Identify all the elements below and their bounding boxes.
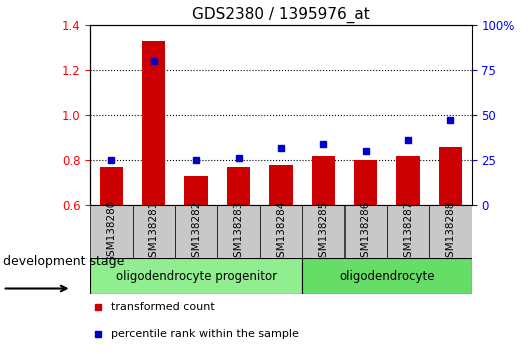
Bar: [269, 165, 293, 205]
Text: transformed count: transformed count: [111, 302, 215, 312]
Bar: [142, 41, 165, 205]
Bar: [132, 205, 175, 258]
Bar: [439, 147, 462, 205]
Bar: [90, 205, 132, 258]
Text: GSM138286: GSM138286: [361, 200, 370, 264]
Bar: [429, 205, 472, 258]
Text: oligodendrocyte: oligodendrocyte: [339, 270, 435, 282]
Bar: [302, 205, 344, 258]
Title: GDS2380 / 1395976_at: GDS2380 / 1395976_at: [192, 7, 370, 23]
Bar: [396, 156, 420, 205]
Bar: [217, 205, 260, 258]
Bar: [100, 167, 123, 205]
Text: GSM138288: GSM138288: [446, 200, 455, 264]
Bar: [344, 205, 387, 258]
Text: GSM138284: GSM138284: [276, 200, 286, 264]
Text: GSM138280: GSM138280: [107, 200, 116, 263]
Text: oligodendrocyte progenitor: oligodendrocyte progenitor: [116, 270, 277, 282]
Bar: [387, 205, 429, 258]
Text: percentile rank within the sample: percentile rank within the sample: [111, 329, 299, 339]
Bar: [260, 205, 302, 258]
Bar: [312, 156, 335, 205]
Bar: [354, 160, 377, 205]
Bar: [227, 167, 250, 205]
Text: GSM138282: GSM138282: [191, 200, 201, 264]
Text: GSM138283: GSM138283: [234, 200, 243, 264]
Bar: [302, 258, 472, 294]
Bar: [184, 176, 208, 205]
Bar: [175, 205, 217, 258]
Text: development stage: development stage: [3, 256, 124, 268]
Text: GSM138285: GSM138285: [319, 200, 328, 264]
Text: GSM138281: GSM138281: [149, 200, 158, 264]
Text: GSM138287: GSM138287: [403, 200, 413, 264]
Bar: [90, 258, 302, 294]
